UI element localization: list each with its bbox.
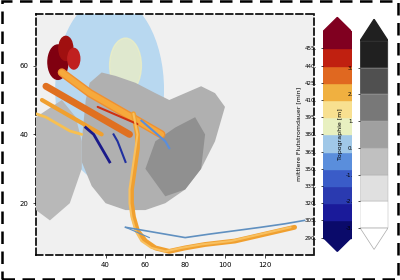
Circle shape [59,36,73,60]
Polygon shape [82,73,225,210]
Circle shape [110,38,142,93]
Polygon shape [323,238,351,251]
Circle shape [56,0,163,183]
Y-axis label: Topographie [m]: Topographie [m] [338,109,343,160]
Circle shape [68,48,80,69]
Polygon shape [323,17,351,31]
Polygon shape [360,228,388,249]
Circle shape [48,45,68,79]
Polygon shape [360,19,388,41]
Y-axis label: mittlere Flutstromdauer [min]: mittlere Flutstromdauer [min] [296,87,302,181]
Polygon shape [146,117,205,196]
Polygon shape [36,100,82,220]
